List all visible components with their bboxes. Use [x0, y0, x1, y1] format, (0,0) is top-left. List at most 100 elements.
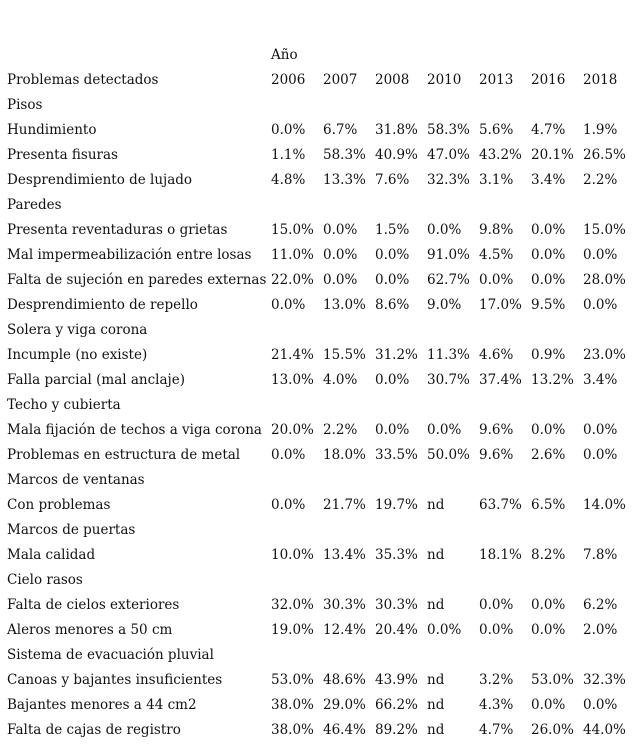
- value-cell: 15.0%: [271, 222, 314, 238]
- value-cell: 0.0%: [271, 122, 306, 138]
- value-cell: 13.0%: [323, 297, 366, 313]
- value-cell: 19.7%: [375, 497, 418, 513]
- value-cell: 4.8%: [271, 172, 306, 188]
- problem-label: Canoas y bajantes insuficientes: [7, 672, 223, 688]
- value-cell: 14.0%: [583, 497, 626, 513]
- value-cell: 2.2%: [583, 172, 618, 188]
- value-cell: 9.8%: [479, 222, 514, 238]
- section-label: Sistema de evacuación pluvial: [7, 647, 214, 663]
- value-cell: 9.0%: [427, 297, 462, 313]
- value-cell: 43.9%: [375, 672, 418, 688]
- value-cell: 0.0%: [531, 622, 566, 638]
- value-cell: 20.4%: [375, 622, 418, 638]
- year-header: 2013: [479, 72, 514, 88]
- value-cell: 28.0%: [583, 272, 626, 288]
- value-cell: 6.5%: [531, 497, 566, 513]
- value-cell: 13.0%: [271, 372, 314, 388]
- value-cell: 10.0%: [271, 547, 314, 563]
- table-row: Presenta reventaduras o grietas 15.0% 0.0%…: [0, 218, 635, 243]
- table-row: Incumple (no existe) 21.4% 15.5% 31.2% 11.3%…: [0, 343, 635, 368]
- value-cell: 4.6%: [479, 347, 514, 363]
- value-cell: 4.7%: [531, 122, 566, 138]
- value-cell: 0.0%: [583, 297, 618, 313]
- value-cell: 1.1%: [271, 147, 306, 163]
- value-cell: 4.5%: [479, 247, 514, 263]
- value-cell: 23.0%: [583, 347, 626, 363]
- value-cell: 12.4%: [323, 622, 366, 638]
- value-cell: nd: [427, 547, 445, 563]
- problem-label: Mal impermeabilización entre losas: [7, 247, 252, 263]
- value-cell: 6.7%: [323, 122, 358, 138]
- value-cell: 9.6%: [479, 422, 514, 438]
- problem-label: Desprendimiento de lujado: [7, 172, 193, 188]
- value-cell: 0.0%: [271, 447, 306, 463]
- problem-label: Problemas en estructura de metal: [7, 447, 241, 463]
- value-cell: 20.1%: [531, 147, 574, 163]
- value-cell: 66.2%: [375, 697, 418, 713]
- section-header-row: Marcos de ventanas: [0, 468, 635, 493]
- value-cell: 0.0%: [427, 222, 462, 238]
- value-cell: 18.0%: [323, 447, 366, 463]
- value-cell: 13.2%: [531, 372, 574, 388]
- value-cell: 30.3%: [323, 597, 366, 613]
- value-cell: 0.0%: [531, 697, 566, 713]
- problem-label: Falta de cajas de registro: [7, 722, 181, 738]
- value-cell: nd: [427, 497, 445, 513]
- value-cell: 43.2%: [479, 147, 522, 163]
- table-row: Desprendimiento de lujado 4.8% 13.3% 7.6% 32…: [0, 168, 635, 193]
- problem-label: Incumple (no existe): [7, 347, 148, 363]
- value-cell: 21.4%: [271, 347, 314, 363]
- value-cell: 48.6%: [323, 672, 366, 688]
- value-cell: nd: [427, 722, 445, 738]
- table-row: Con problemas 0.0% 21.7% 19.7% nd 63.7% 6.5% 14…: [0, 493, 635, 518]
- year-header: 2016: [531, 72, 566, 88]
- value-cell: 0.0%: [323, 247, 358, 263]
- value-cell: 1.9%: [583, 122, 618, 138]
- value-cell: nd: [427, 597, 445, 613]
- section-header-row: Techo y cubierta: [0, 393, 635, 418]
- value-cell: 0.0%: [531, 222, 566, 238]
- problem-label: Aleros menores a 50 cm: [7, 622, 173, 638]
- problem-label: Mala fijación de techos a viga corona: [7, 422, 262, 438]
- value-cell: 6.2%: [583, 597, 618, 613]
- value-cell: 0.0%: [427, 622, 462, 638]
- value-cell: 0.0%: [583, 247, 618, 263]
- value-cell: 9.6%: [479, 447, 514, 463]
- value-cell: 7.8%: [583, 547, 618, 563]
- value-cell: 40.9%: [375, 147, 418, 163]
- value-cell: 0.0%: [375, 372, 410, 388]
- value-cell: 0.0%: [427, 422, 462, 438]
- table-row: Falta de cielos exteriores 32.0% 30.3% 30.3…: [0, 593, 635, 618]
- data-table: Año Problemas detectados 2006 2007 2008 …: [0, 43, 635, 743]
- value-cell: 3.4%: [583, 372, 618, 388]
- table-body: Pisos Hundimiento 0.0% 6.7% 31.8% 58.3% 5.6% 4.…: [0, 93, 635, 743]
- value-cell: 0.0%: [479, 622, 514, 638]
- value-cell: 0.0%: [271, 297, 306, 313]
- section-header-row: Paredes: [0, 193, 635, 218]
- year-header: 2010: [427, 72, 462, 88]
- value-cell: 38.0%: [271, 697, 314, 713]
- problem-label: Mala calidad: [7, 547, 96, 563]
- year-header: 2007: [323, 72, 358, 88]
- table-row: Hundimiento 0.0% 6.7% 31.8% 58.3% 5.6% 4.7% 1.9…: [0, 118, 635, 143]
- value-cell: 58.3%: [323, 147, 366, 163]
- section-header-row: Solera y viga corona: [0, 318, 635, 343]
- value-cell: 62.7%: [427, 272, 470, 288]
- value-cell: 4.3%: [479, 697, 514, 713]
- value-cell: 1.5%: [375, 222, 410, 238]
- value-cell: 0.0%: [531, 272, 566, 288]
- value-cell: 5.6%: [479, 122, 514, 138]
- value-cell: 2.0%: [583, 622, 618, 638]
- value-cell: 47.0%: [427, 147, 470, 163]
- year-group-header-row: Año: [0, 43, 635, 68]
- value-cell: 91.0%: [427, 247, 470, 263]
- value-cell: 19.0%: [271, 622, 314, 638]
- value-cell: 35.3%: [375, 547, 418, 563]
- value-cell: 53.0%: [531, 672, 574, 688]
- value-cell: 22.0%: [271, 272, 314, 288]
- value-cell: 7.6%: [375, 172, 410, 188]
- value-cell: 37.4%: [479, 372, 522, 388]
- table-row: Bajantes menores a 44 cm2 38.0% 29.0% 66.2%…: [0, 693, 635, 718]
- section-header-row: Marcos de puertas: [0, 518, 635, 543]
- year-group-label: Año: [271, 47, 298, 63]
